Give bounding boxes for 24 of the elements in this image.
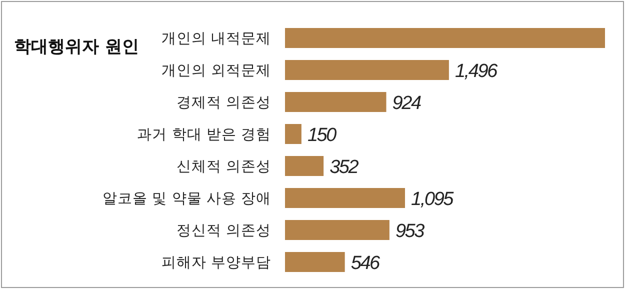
bar [285,156,324,176]
y-tick-label: 개인의 내적문제 [161,31,271,47]
data-label: 1,496 [454,61,498,82]
data-label: 924 [392,93,421,114]
text: 학대행위자 원인 [14,36,139,58]
y-tick-label: 피해자 부양부담 [161,255,271,271]
y-tick-label: 개인의 외적문제 [161,63,271,79]
data-label: 150 [307,125,338,146]
data-label: 953 [395,221,426,242]
y-tick-label: 정신적 의존성 [176,223,271,239]
bar [285,60,449,80]
bar [285,28,605,48]
data-label: 352 [330,157,360,178]
y-tick-label: 과거 학대 받은 경험 [137,127,271,143]
y-tick-label: 신체적 의존성 [176,159,271,175]
bar [285,124,302,144]
data-label: 546 [350,253,381,274]
bar [285,252,345,272]
bar [285,188,405,208]
y-tick-label: 알코올 및 약물 사용 장애 [102,191,271,207]
bar [285,92,386,112]
data-label: 1,095 [411,189,454,210]
y-tick-label: 경제적 의존성 [176,95,271,111]
bar [285,220,390,240]
